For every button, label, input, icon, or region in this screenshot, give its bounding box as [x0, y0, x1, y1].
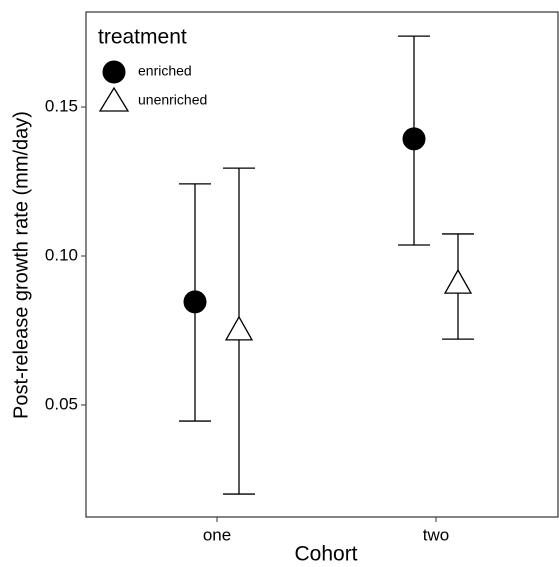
legend-marker [102, 60, 126, 84]
x-axis-title: Cohort [294, 543, 357, 566]
y-tick-label: 0.15 [45, 97, 78, 116]
x-tick-label: one [203, 525, 231, 544]
point [224, 315, 254, 341]
y-tick-label: 0.05 [45, 394, 78, 413]
legend-marker [98, 86, 130, 112]
y-axis-title: Post-release growth rate (mm/day) [10, 111, 32, 419]
y-tick-label: 0.10 [45, 245, 78, 264]
panel-border [85, 11, 559, 518]
point [183, 290, 207, 314]
x-tick-label: two [423, 525, 449, 544]
point [443, 268, 473, 294]
legend-label: unenriched [138, 92, 207, 108]
legend-label: enriched [138, 63, 192, 79]
point [402, 127, 426, 151]
legend-title: treatment [98, 26, 187, 49]
